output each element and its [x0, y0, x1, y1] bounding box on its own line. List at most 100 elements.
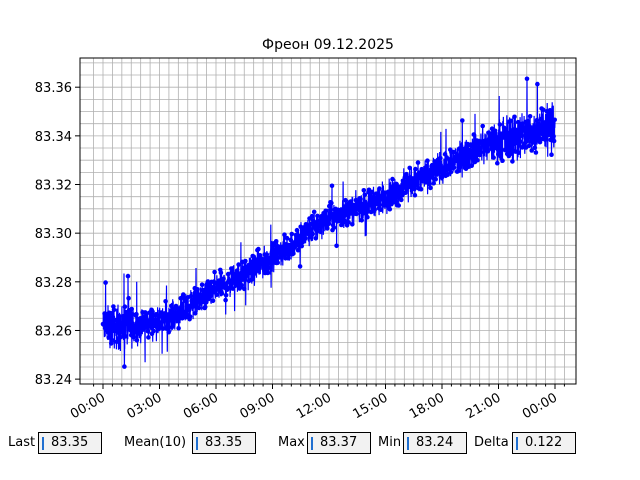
data-point — [361, 188, 367, 193]
data-point — [275, 260, 281, 266]
data-point — [531, 140, 537, 145]
data-point — [196, 305, 202, 311]
data-point — [270, 247, 275, 252]
plot-frame — [79, 57, 577, 385]
data-point — [469, 163, 475, 168]
y-tick-label: 83.30 — [35, 227, 72, 242]
data-point — [138, 316, 143, 321]
last-label: Last — [8, 435, 36, 450]
data-point — [110, 314, 116, 320]
data-point — [315, 213, 320, 219]
data-point — [491, 155, 496, 160]
data-point — [517, 122, 522, 128]
delta-value-field[interactable]: 0.122 — [512, 432, 576, 454]
data-point — [378, 207, 384, 212]
data-point — [407, 165, 413, 171]
data-point — [517, 139, 523, 144]
data-point — [309, 213, 315, 219]
data-point — [249, 277, 254, 282]
data-point — [311, 209, 317, 215]
data-point — [199, 282, 205, 288]
data-point — [293, 232, 299, 238]
data-point — [256, 246, 261, 252]
data-point — [494, 137, 500, 142]
data-point — [243, 258, 248, 264]
data-point — [221, 276, 226, 282]
min-value-field[interactable]: 83.24 — [403, 432, 467, 454]
data-point — [507, 135, 512, 140]
data-point — [538, 116, 544, 122]
data-point — [478, 149, 484, 155]
data-point — [176, 326, 181, 331]
data-point — [463, 153, 468, 159]
data-point — [151, 328, 156, 334]
data-point — [448, 169, 454, 175]
data-point — [387, 206, 393, 212]
data-point — [268, 265, 273, 271]
data-point — [372, 207, 378, 213]
min-label: Min — [378, 435, 402, 450]
data-point — [438, 155, 443, 161]
data-point — [281, 251, 287, 256]
series-markers — [100, 76, 557, 369]
data-point — [364, 202, 370, 208]
data-point — [418, 186, 424, 192]
data-point — [248, 270, 253, 276]
data-point — [208, 293, 214, 299]
data-point — [525, 119, 530, 124]
data-point — [260, 257, 266, 262]
data-point — [310, 231, 316, 237]
data-point — [480, 123, 486, 129]
max-value-field[interactable]: 83.37 — [307, 432, 371, 454]
data-point — [118, 334, 123, 340]
data-point — [524, 139, 529, 144]
x-tick-label: 03:00 — [125, 390, 165, 422]
data-point — [225, 271, 231, 277]
data-point — [219, 291, 225, 296]
data-point — [229, 266, 234, 271]
x-tick-label: 06:00 — [181, 390, 221, 422]
data-point — [254, 268, 260, 273]
x-tick-label: 00:00 — [68, 390, 108, 422]
mean-value-field[interactable]: 83.35 — [192, 432, 256, 454]
x-tick-layer: 00:00 03:00 06:00 09:00 12:00 15:00 18:00 21:00… — [68, 384, 565, 422]
data-point — [163, 299, 168, 304]
last-value-field[interactable]: 83.35 — [38, 432, 102, 454]
data-point — [289, 231, 295, 237]
data-point — [343, 197, 348, 203]
data-point — [148, 315, 154, 321]
data-point — [216, 283, 222, 288]
data-point — [342, 218, 347, 223]
data-point — [396, 203, 402, 208]
data-point — [377, 202, 383, 207]
data-point — [535, 121, 541, 126]
data-point — [139, 320, 145, 326]
data-point — [167, 316, 173, 321]
data-point — [451, 165, 457, 170]
data-point — [107, 333, 113, 339]
data-point — [534, 117, 540, 123]
data-point — [490, 140, 495, 145]
data-point — [512, 114, 517, 120]
data-point — [267, 255, 273, 261]
data-point — [223, 297, 228, 303]
data-point — [101, 322, 107, 327]
data-point — [429, 162, 435, 168]
data-point — [430, 166, 435, 171]
data-point — [295, 247, 301, 253]
data-point — [282, 232, 287, 237]
data-point — [410, 176, 416, 181]
y-tick-label: 83.36 — [35, 81, 72, 96]
data-point — [492, 128, 498, 134]
data-point — [375, 197, 380, 202]
data-point — [471, 132, 477, 137]
x-tick-label: 09:00 — [238, 390, 278, 422]
data-point — [356, 205, 362, 211]
data-point — [362, 192, 368, 197]
y-tick-label: 83.28 — [35, 276, 72, 291]
data-point — [184, 298, 189, 304]
data-point — [552, 117, 557, 123]
data-point — [412, 192, 418, 198]
data-point — [386, 189, 391, 195]
data-point — [273, 239, 279, 244]
